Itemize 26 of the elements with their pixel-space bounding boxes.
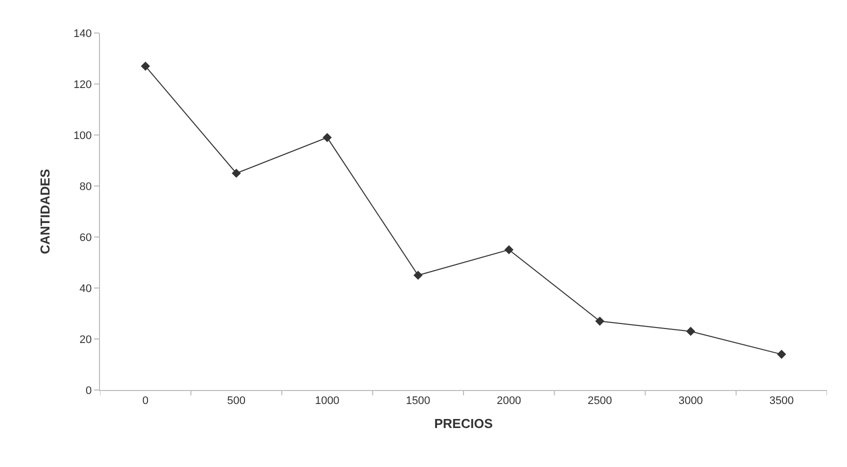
- point: [414, 270, 423, 280]
- x-tick-label: 1000: [314, 395, 340, 408]
- x-tick-label: 3500: [769, 395, 794, 408]
- x-tick-label: 500: [227, 395, 246, 408]
- y-tick-label: 120: [73, 78, 92, 91]
- x-tick-label: 2500: [588, 395, 612, 408]
- x-tick-label: 1500: [406, 395, 430, 408]
- point: [232, 168, 241, 178]
- y-tick-label: 20: [80, 334, 92, 346]
- point: [595, 316, 604, 326]
- point: [686, 326, 696, 336]
- x-tick-label: 0: [142, 395, 149, 408]
- y-tick-label: 0: [86, 384, 92, 397]
- x-tick-label: 2000: [496, 395, 522, 408]
- point: [140, 62, 150, 71]
- x-tick-label: 3000: [678, 395, 703, 408]
- x-axis-title: PRECIOS: [434, 416, 494, 431]
- y-axis-title: CANTIDADES: [37, 168, 52, 254]
- y-tick-label: 80: [80, 180, 92, 193]
- y-tick-label: 100: [73, 130, 92, 142]
- y-tick-label: 140: [73, 28, 92, 40]
- point: [504, 245, 514, 254]
- y-tick-label: 60: [80, 232, 92, 244]
- point: [322, 133, 332, 142]
- y-tick-label: 40: [80, 282, 92, 295]
- point: [777, 350, 786, 359]
